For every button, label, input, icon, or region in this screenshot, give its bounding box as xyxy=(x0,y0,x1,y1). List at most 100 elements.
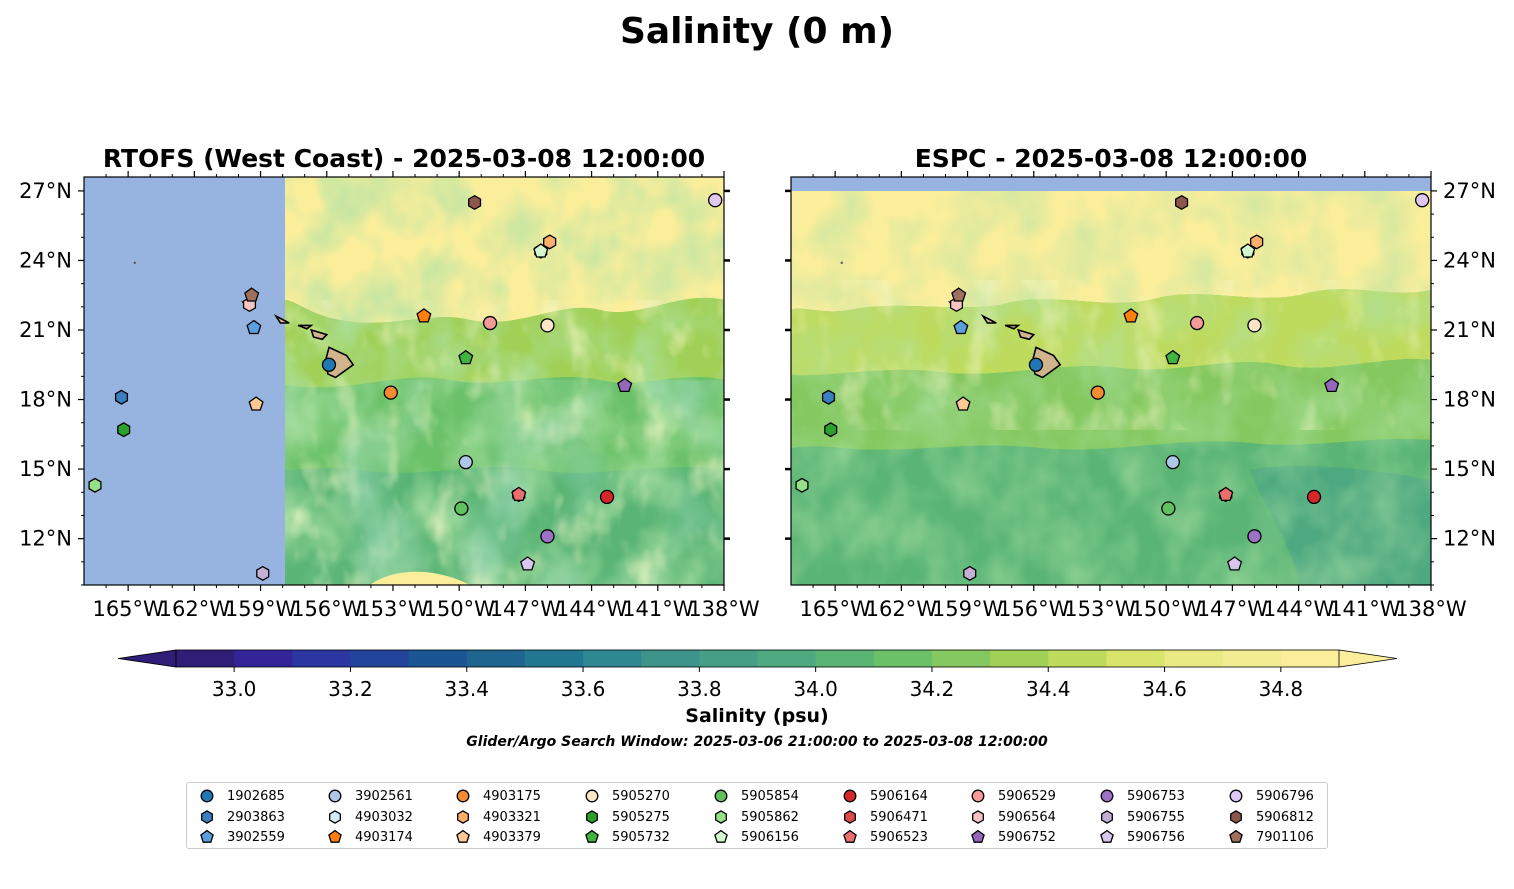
colorbar-segment xyxy=(350,650,410,667)
y-tick-label: 15°N xyxy=(1443,457,1496,481)
salinity-field-rtofs xyxy=(84,177,724,585)
float-4903175-marker xyxy=(383,385,398,400)
legend-item-5905862: 5905862 xyxy=(713,807,799,827)
legend-item-5906752: 5906752 xyxy=(970,827,1056,847)
colorbar: 33.0 33.2 33.4 33.6 33.8 34.0 34.2 34.4 34.6 34.8 xyxy=(117,649,1398,701)
float-5906529-marker xyxy=(482,315,498,331)
float-5906812-marker xyxy=(468,194,482,211)
legend-item-1902685: 1902685 xyxy=(199,786,285,806)
nihoa-islet xyxy=(133,261,136,264)
legend-label: 5906752 xyxy=(998,829,1056,845)
float-markers-left xyxy=(88,193,723,581)
legend-marker-hexagon-icon xyxy=(201,810,213,824)
float-5905862-marker xyxy=(795,477,809,493)
y-tick-label: 12°N xyxy=(19,527,72,551)
float-5906796-marker xyxy=(708,193,723,208)
legend-label: 5905862 xyxy=(741,809,799,825)
legend-marker-4903032 xyxy=(329,810,341,824)
float-5906753-marker xyxy=(540,529,555,544)
legend-item-2903863: 2903863 xyxy=(199,807,285,827)
legend-marker-circle-icon xyxy=(456,789,470,803)
x-tick-label: 144°W xyxy=(1263,597,1335,621)
legend-label: 5906523 xyxy=(870,829,928,845)
y-tick-label: 21°N xyxy=(19,318,72,342)
panel-espc: ESPC - 2025-03-08 12:00:00 165°W162°W159… xyxy=(785,144,1496,621)
legend-item-4903321: 4903321 xyxy=(455,807,541,827)
y-tick-label: 27°N xyxy=(1443,179,1496,203)
x-tick-label: 165°W xyxy=(92,597,164,621)
oahu-island xyxy=(980,314,997,324)
colorbar-segment xyxy=(815,650,875,667)
maui-island xyxy=(1017,328,1036,341)
legend-item-5906756: 5906756 xyxy=(1099,827,1185,847)
legend-label: 3902559 xyxy=(227,829,285,845)
legend-marker-4903174 xyxy=(328,829,342,843)
legend-item-5906471: 5906471 xyxy=(842,807,928,827)
legend-label: 5906753 xyxy=(1127,788,1185,804)
legend-item-5905854: 5905854 xyxy=(713,786,799,806)
colorbar-segment xyxy=(699,650,758,667)
float-5906755-marker xyxy=(256,565,270,581)
float-4903379-marker xyxy=(955,396,971,411)
x-tick-label: 153°W xyxy=(1064,597,1136,621)
float-1902685-marker xyxy=(321,357,337,372)
legend-label: 7901106 xyxy=(1256,829,1314,845)
panel-title-rtofs: RTOFS (West Coast) - 2025-03-08 12:00:00 xyxy=(103,144,705,173)
colorbar-segment xyxy=(641,650,700,667)
legend-item-3902559: 3902559 xyxy=(199,827,285,847)
legend-label: 5906756 xyxy=(1127,829,1185,845)
float-5906752-marker xyxy=(617,377,633,393)
legend-item-7901106: 7901106 xyxy=(1228,827,1314,847)
legend-label: 5905732 xyxy=(612,829,670,845)
y-tick-label: 18°N xyxy=(1443,388,1496,412)
legend-marker-circle-icon xyxy=(1100,789,1114,803)
float-2903863-marker xyxy=(821,389,836,405)
legend-marker-pentagon-icon xyxy=(200,829,214,843)
legend-label: 1902685 xyxy=(227,788,285,804)
legend-marker-circle-icon xyxy=(714,789,728,803)
legend-label: 3902561 xyxy=(355,788,413,804)
colorbar-tick-label: 33.2 xyxy=(328,677,373,701)
legend-marker-hexagon-icon xyxy=(329,810,341,824)
colorbar-tick-label: 34.2 xyxy=(910,677,955,701)
legend-marker-5905270 xyxy=(585,789,599,803)
y-tick-label: 12°N xyxy=(1443,527,1496,551)
colorbar-segment xyxy=(408,650,468,667)
x-tick-label: 147°W xyxy=(490,597,562,621)
legend-item-4903174: 4903174 xyxy=(327,827,413,847)
legend-item-5905732: 5905732 xyxy=(584,827,670,847)
legend-marker-circle-icon xyxy=(585,789,599,803)
legend-marker-pentagon-icon xyxy=(456,829,470,843)
colorbar-segment xyxy=(234,650,293,667)
colorbar-segment xyxy=(524,650,584,667)
float-4903174-marker xyxy=(1123,308,1139,323)
search-window-note: Glider/Argo Search Window: 2025-03-06 21… xyxy=(466,734,1048,750)
x-tick-label: 144°W xyxy=(556,597,628,621)
legend-label: 2903863 xyxy=(227,809,285,825)
molokai-island xyxy=(1004,324,1021,330)
legend-label: 5905854 xyxy=(741,788,799,804)
float-7901106-marker xyxy=(951,287,967,302)
legend-marker-hexagon-icon xyxy=(715,810,727,824)
x-tick-label: 159°W xyxy=(932,597,1004,621)
legend-label: 4903379 xyxy=(483,829,541,845)
legend-marker-5906164 xyxy=(843,789,857,803)
y-tick-label: 18°N xyxy=(19,388,72,412)
x-tick-label: 162°W xyxy=(866,597,938,621)
x-tick-label: 153°W xyxy=(357,597,429,621)
float-5906756-marker xyxy=(1227,556,1243,571)
float-3902559-marker xyxy=(246,319,262,335)
colorbar-segment xyxy=(1280,650,1340,667)
float-5905275-marker xyxy=(117,422,131,438)
x-tick-label: 150°W xyxy=(1130,597,1202,621)
oahu-island xyxy=(273,314,290,324)
y-tick-label: 21°N xyxy=(1443,318,1496,342)
legend-marker-pentagon-icon xyxy=(971,829,985,843)
colorbar-segment xyxy=(176,650,235,667)
panel-title-espc: ESPC - 2025-03-08 12:00:00 xyxy=(915,144,1308,173)
colorbar-tick-label: 34.8 xyxy=(1259,677,1304,701)
legend-item-5906796: 5906796 xyxy=(1228,786,1314,806)
float-5906753-marker xyxy=(1247,529,1262,544)
panel-rtofs: RTOFS (West Coast) - 2025-03-08 12:00:00… xyxy=(19,144,760,621)
